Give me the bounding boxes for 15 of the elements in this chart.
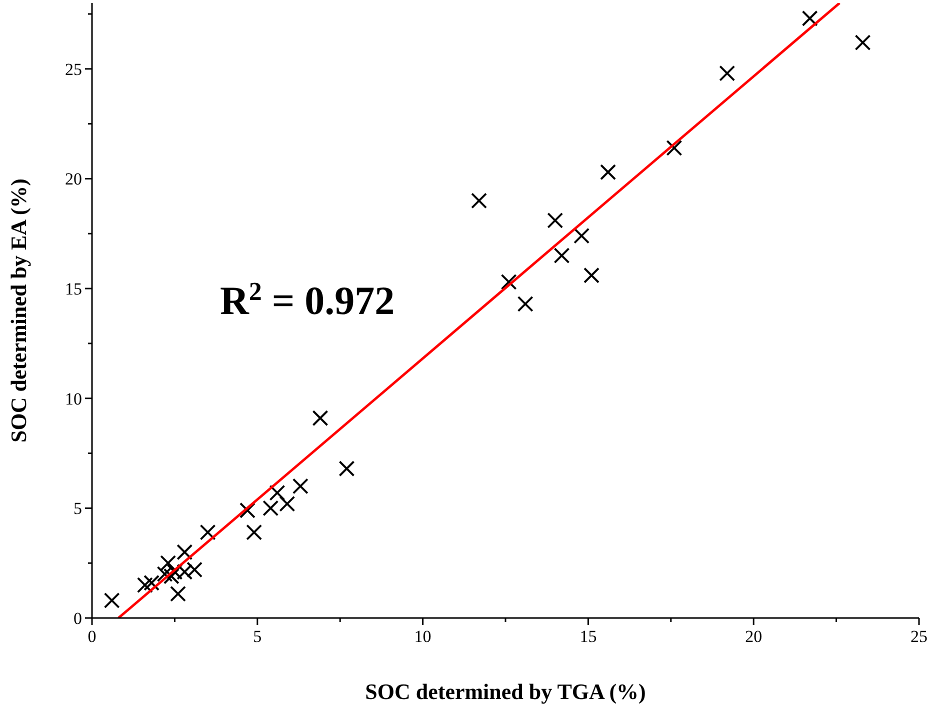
y-tick-label: 10 bbox=[65, 389, 82, 408]
x-tick-label: 5 bbox=[253, 627, 262, 646]
y-tick-label: 25 bbox=[65, 60, 82, 79]
annotation: R$^{2}$ = 0.972 bbox=[220, 276, 395, 323]
y-tick-label: 20 bbox=[65, 170, 82, 189]
x-tick-label: 0 bbox=[88, 627, 96, 646]
x-tick-label: 15 bbox=[580, 627, 597, 646]
y-tick-label: 5 bbox=[74, 499, 82, 518]
x-axis-title: SOC determined by TGA (%) bbox=[365, 679, 646, 704]
y-tick-label: 0 bbox=[74, 608, 82, 628]
y-axis-title: SOC determined by EA (%) bbox=[6, 178, 31, 442]
x-tick-label: 20 bbox=[745, 627, 762, 646]
x-tick-label: 10 bbox=[414, 627, 432, 646]
y-tick-label: 15 bbox=[65, 279, 82, 298]
x-tick-label: 25 bbox=[910, 627, 928, 646]
